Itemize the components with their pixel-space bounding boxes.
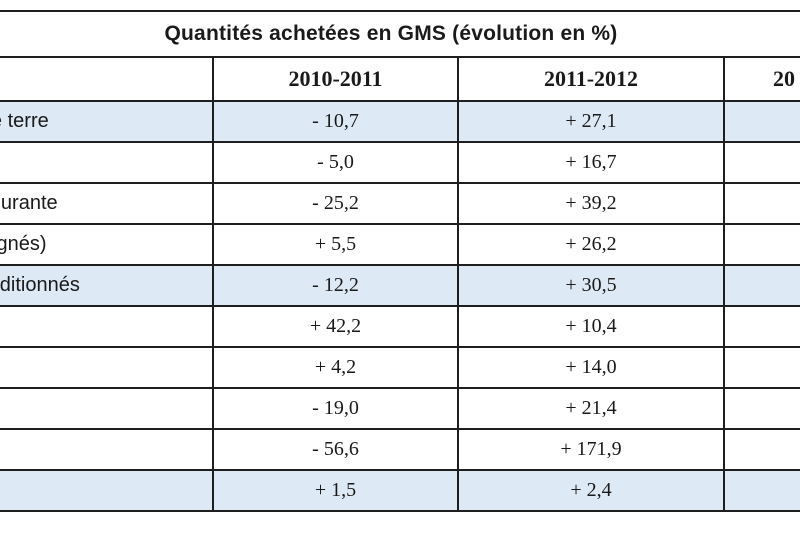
value-next-period-cell [723, 182, 800, 225]
value-next-period-cell [723, 264, 800, 307]
value-2011-2012-cell: + 21,4 [457, 387, 725, 430]
value-2011-2012-cell: + 16,7 [457, 141, 725, 184]
table-row: its conditionnés - 12,2 + 30,5 [0, 264, 800, 307]
table-row: g - 56,6 + 171,9 [0, 428, 800, 471]
value-next-period-cell [723, 387, 800, 430]
table-body: nes de terre - 10,7 + 27,1 es - 5,0 + 16,7 tio… [0, 100, 800, 512]
value-2010-2011: - 19,0 [312, 397, 359, 419]
value-2011-2012-cell: + 171,9 [457, 428, 725, 471]
row-label-cell: es [0, 141, 214, 184]
value-2011-2012-cell: + 27,1 [457, 100, 725, 143]
value-2011-2012-cell: + 26,2 [457, 223, 725, 266]
value-2010-2011: - 5,0 [317, 151, 354, 173]
row-label-cell: g [0, 428, 214, 471]
value-2011-2012: + 39,2 [565, 192, 617, 214]
value-2010-2011: + 5,5 [314, 233, 357, 255]
table-row: 5 kg + 42,2 + 10,4 [0, 305, 800, 348]
table-row: es - 5,0 + 16,7 [0, 141, 800, 184]
table-title: Quantités achetées en GMS (évolution en … [0, 10, 800, 58]
header-label-cell [0, 56, 214, 102]
value-next-period-cell [723, 305, 800, 348]
row-label-cell: tion courante [0, 182, 214, 225]
value-next-period-cell [723, 100, 800, 143]
table-row: + 4,2 + 14,0 [0, 346, 800, 389]
row-label-cell [0, 469, 214, 512]
value-next-period-cell [723, 223, 800, 266]
value-2011-2012: + 26,2 [565, 233, 617, 255]
value-2010-2011: + 1,5 [314, 479, 357, 501]
row-label-cell: its conditionnés [0, 264, 214, 307]
column-header-row: 2010-2011 2011-2012 20 [0, 56, 800, 102]
value-2011-2012-cell: + 10,4 [457, 305, 725, 348]
value-2011-2012: + 30,5 [565, 274, 617, 296]
row-label-cell [0, 346, 214, 389]
value-next-period-cell [723, 346, 800, 389]
table-title-row: Quantités achetées en GMS (évolution en … [0, 10, 800, 58]
row-label: renseignés) [0, 233, 47, 255]
value-2010-2011-cell: - 56,6 [212, 428, 459, 471]
value-2011-2012: + 171,9 [560, 438, 622, 460]
column-header-2010-2011: 2010-2011 [212, 56, 459, 102]
value-2010-2011-cell: - 19,0 [212, 387, 459, 430]
value-2010-2011: - 12,2 [312, 274, 359, 296]
value-2011-2012-cell: + 14,0 [457, 346, 725, 389]
value-2010-2011-cell: - 12,2 [212, 264, 459, 307]
table-row: renseignés) + 5,5 + 26,2 [0, 223, 800, 266]
row-label: tion courante [0, 192, 58, 214]
value-2011-2012: + 14,0 [565, 356, 617, 378]
column-header-truncated: 20 [723, 56, 800, 102]
value-2010-2011-cell: + 42,2 [212, 305, 459, 348]
value-2011-2012: + 10,4 [565, 315, 617, 337]
value-2010-2011-cell: - 25,2 [212, 182, 459, 225]
value-2010-2011: - 56,6 [312, 438, 359, 460]
value-2011-2012: + 27,1 [565, 110, 617, 132]
value-next-period-cell [723, 141, 800, 184]
value-2010-2011: + 4,2 [314, 356, 357, 378]
value-2010-2011: - 25,2 [312, 192, 359, 214]
value-2011-2012-cell: + 2,4 [457, 469, 725, 512]
value-next-period-cell [723, 428, 800, 471]
table-row: nes de terre - 10,7 + 27,1 [0, 100, 800, 143]
table-row: - 19,0 + 21,4 [0, 387, 800, 430]
value-2010-2011-cell: - 5,0 [212, 141, 459, 184]
value-2010-2011: - 10,7 [312, 110, 359, 132]
value-2011-2012: + 16,7 [565, 151, 617, 173]
row-label-cell: nes de terre [0, 100, 214, 143]
table-row: tion courante - 25,2 + 39,2 [0, 182, 800, 225]
value-2011-2012-cell: + 30,5 [457, 264, 725, 307]
row-label-cell: 5 kg [0, 305, 214, 348]
column-header-2011-2012: 2011-2012 [457, 56, 725, 102]
row-label-cell [0, 387, 214, 430]
value-2010-2011-cell: + 4,2 [212, 346, 459, 389]
value-2010-2011-cell: - 10,7 [212, 100, 459, 143]
value-next-period-cell [723, 469, 800, 512]
gms-quantities-table: Quantités achetées en GMS (évolution en … [0, 10, 800, 512]
row-label: nes de terre [0, 110, 49, 132]
value-2011-2012: + 2,4 [570, 479, 612, 501]
row-label-cell: renseignés) [0, 223, 214, 266]
value-2011-2012-cell: + 39,2 [457, 182, 725, 225]
value-2010-2011: + 42,2 [309, 315, 362, 337]
row-label: its conditionnés [0, 274, 80, 296]
value-2010-2011-cell: + 5,5 [212, 223, 459, 266]
value-2010-2011-cell: + 1,5 [212, 469, 459, 512]
table-row: + 1,5 + 2,4 [0, 469, 800, 512]
value-2011-2012: + 21,4 [565, 397, 617, 419]
